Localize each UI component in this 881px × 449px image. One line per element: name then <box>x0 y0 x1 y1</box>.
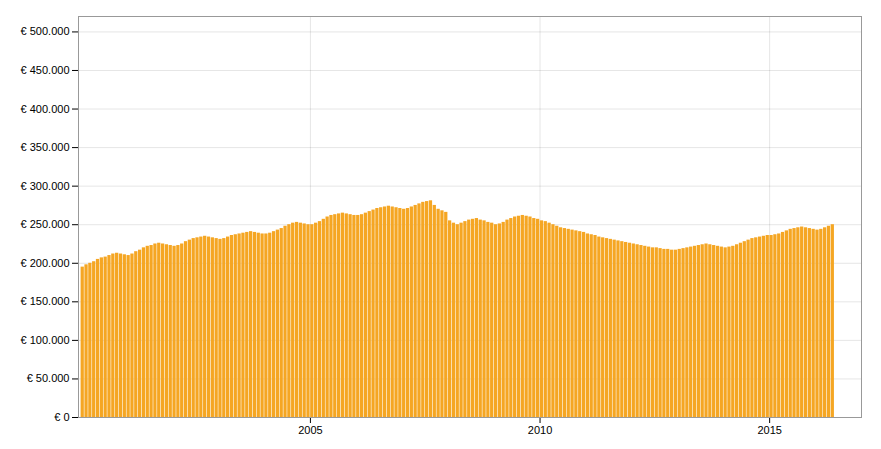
svg-text:€ 200.000: € 200.000 <box>21 257 70 269</box>
svg-text:2015: 2015 <box>757 424 781 436</box>
svg-text:€ 500.000: € 500.000 <box>21 25 70 37</box>
svg-text:€ 400.000: € 400.000 <box>21 103 70 115</box>
svg-text:€ 100.000: € 100.000 <box>21 334 70 346</box>
svg-text:€ 0: € 0 <box>54 411 69 423</box>
svg-text:€ 50.000: € 50.000 <box>27 372 70 384</box>
svg-text:€ 150.000: € 150.000 <box>21 295 70 307</box>
svg-text:2005: 2005 <box>298 424 322 436</box>
svg-text:2010: 2010 <box>528 424 552 436</box>
svg-text:€ 350.000: € 350.000 <box>21 141 70 153</box>
svg-text:€ 250.000: € 250.000 <box>21 218 70 230</box>
svg-text:€ 450.000: € 450.000 <box>21 64 70 76</box>
svg-text:€ 300.000: € 300.000 <box>21 180 70 192</box>
